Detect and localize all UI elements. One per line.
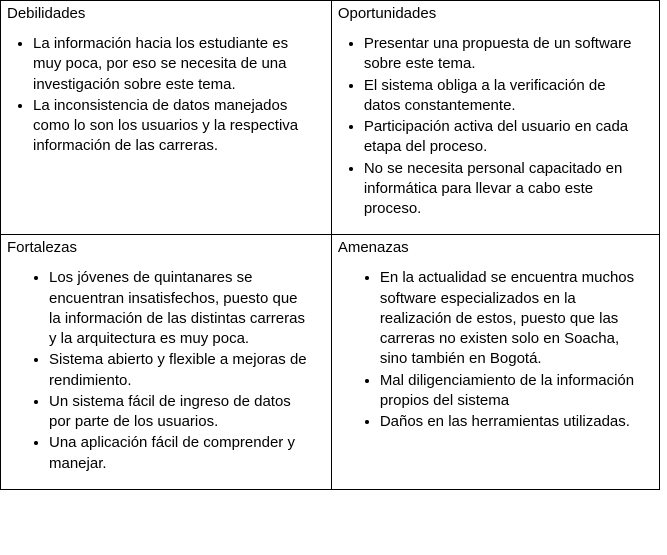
list-fortalezas: Los jóvenes de quintanares se encuentran… bbox=[1, 262, 331, 489]
list-oportunidades: Presentar una propuesta de un software s… bbox=[332, 28, 659, 234]
list-item: La información hacia los estudiante es m… bbox=[33, 34, 317, 95]
cell-debilidades: Debilidades La información hacia los est… bbox=[1, 1, 332, 235]
heading-fortalezas: Fortalezas bbox=[1, 235, 331, 262]
list-item: Mal diligenciamiento de la información p… bbox=[380, 371, 635, 412]
list-item: Un sistema fácil de ingreso de datos por… bbox=[49, 392, 307, 433]
list-item: Daños en las herramientas utilizadas. bbox=[380, 412, 635, 432]
cell-oportunidades: Oportunidades Presentar una propuesta de… bbox=[331, 1, 659, 235]
list-item: Los jóvenes de quintanares se encuentran… bbox=[49, 268, 307, 349]
list-item: Participación activa del usuario en cada… bbox=[364, 117, 645, 158]
list-item: Una aplicación fácil de comprender y man… bbox=[49, 433, 307, 474]
list-amenazas: En la actualidad se encuentra muchos sof… bbox=[332, 262, 659, 447]
list-item: El sistema obliga a la verificación de d… bbox=[364, 76, 645, 117]
list-debilidades: La información hacia los estudiante es m… bbox=[1, 28, 331, 172]
list-item: Sistema abierto y flexible a mejoras de … bbox=[49, 350, 307, 391]
list-item: No se necesita personal capacitado en in… bbox=[364, 159, 645, 220]
heading-debilidades: Debilidades bbox=[1, 1, 331, 28]
heading-oportunidades: Oportunidades bbox=[332, 1, 659, 28]
cell-fortalezas: Fortalezas Los jóvenes de quintanares se… bbox=[1, 235, 332, 490]
cell-amenazas: Amenazas En la actualidad se encuentra m… bbox=[331, 235, 659, 490]
swot-table: Debilidades La información hacia los est… bbox=[0, 0, 660, 490]
list-item: Presentar una propuesta de un software s… bbox=[364, 34, 645, 75]
list-item: En la actualidad se encuentra muchos sof… bbox=[380, 268, 635, 369]
list-item: La inconsistencia de datos manejados com… bbox=[33, 96, 317, 157]
heading-amenazas: Amenazas bbox=[332, 235, 659, 262]
